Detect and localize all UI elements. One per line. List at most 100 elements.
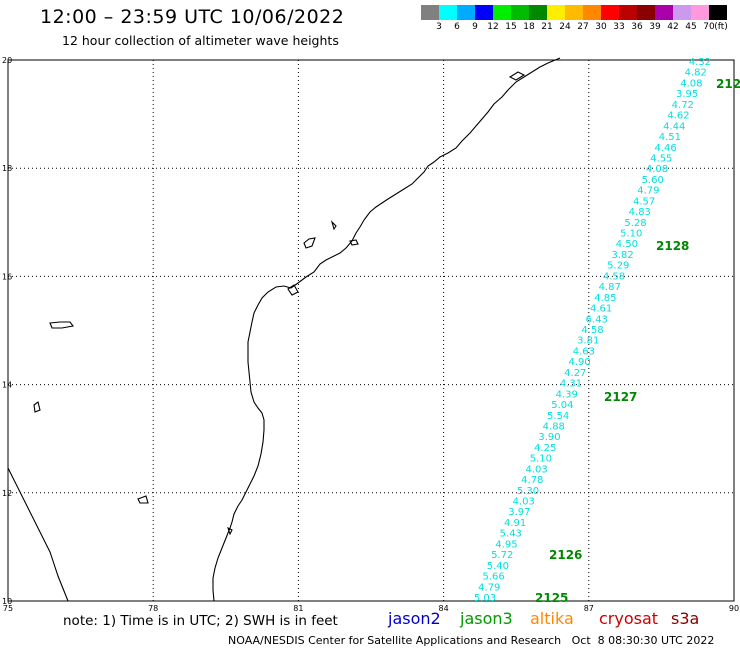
island-6 [137, 495, 149, 504]
track-value: 5.54 [547, 411, 569, 422]
track-value: 6.43 [586, 314, 608, 325]
legend-label: 33 [613, 22, 625, 32]
page-subtitle: 12 hour collection of altimeter wave hei… [62, 33, 339, 48]
coastline [7, 57, 561, 602]
legend-swatch [511, 5, 529, 20]
legend-swatch [475, 5, 493, 20]
legend-swatch [655, 5, 673, 20]
track-value: 4.82 [685, 68, 707, 79]
y-tick-label: 10 [2, 597, 12, 606]
track-value: 4.90 [568, 357, 590, 368]
track-value: 4.03 [513, 497, 535, 508]
legend-label: 18 [523, 22, 535, 32]
y-axis-ticks: 10 12 14 16 18 20 [2, 56, 12, 606]
track-value: 5.43 [500, 529, 522, 540]
track-value: 3.95 [676, 89, 698, 100]
coastline-main [212, 57, 561, 602]
satellite-label: s3a [671, 609, 700, 628]
track-value: 5.40 [487, 561, 509, 572]
track-value: 4.50 [616, 239, 638, 250]
legend-label: 30 [595, 22, 607, 32]
legend-label: 15 [505, 22, 517, 32]
map-frame [7, 59, 735, 602]
track-value: 4.25 [534, 443, 556, 454]
legend-label: 12 [487, 22, 499, 32]
track-value: 5.10 [530, 454, 552, 465]
coastline-west [7, 467, 69, 602]
island-9 [227, 526, 233, 536]
satellite-label: altika [530, 609, 574, 628]
legend-swatch [421, 5, 439, 20]
legend-swatch [565, 5, 583, 20]
track-value: 4.27 [564, 368, 586, 379]
satellite-label: jason3 [460, 609, 513, 628]
y-tick-label: 16 [2, 272, 12, 281]
island-3 [330, 220, 337, 231]
legend-label: (ft) [714, 22, 728, 32]
track-value: 4.39 [556, 389, 578, 400]
track-value: 5.10 [620, 229, 642, 240]
legend-label: 45 [685, 22, 697, 32]
track-value: 5.66 [482, 572, 504, 583]
track-value: 4.08 [646, 164, 668, 175]
island-5 [33, 401, 41, 413]
track-value: 4.62 [667, 111, 689, 122]
altimeter-track: 4.324.824.083.954.724.624.444.514.464.55… [474, 57, 711, 604]
time-label: 2127 [604, 390, 637, 404]
island-2 [303, 237, 316, 249]
y-tick-label: 14 [2, 381, 12, 390]
legend-swatch [619, 5, 637, 20]
track-value: 4.72 [672, 100, 694, 111]
color-legend [421, 5, 727, 20]
track-value: 5.29 [607, 261, 629, 272]
legend-label: 39 [649, 22, 661, 32]
y-tick-label: 20 [2, 56, 12, 65]
track-value: 4.57 [633, 196, 655, 207]
grid-lines [8, 60, 734, 601]
track-value: 4.95 [495, 539, 517, 550]
x-tick-label: 90 [729, 604, 739, 613]
time-label: 2125 [535, 591, 568, 605]
legend-swatch [691, 5, 709, 20]
track-value: 4.03 [525, 464, 547, 475]
x-axis-ticks: 75 78 81 84 87 90 [3, 604, 739, 613]
track-value: 5.28 [624, 218, 646, 229]
track-value: 4.88 [543, 421, 565, 432]
legend-swatch [457, 5, 475, 20]
legend-label: 42 [667, 22, 679, 32]
track-value: 4.83 [629, 207, 651, 218]
track-value: 4.44 [663, 121, 685, 132]
time-label: 212 [716, 77, 740, 91]
legend-label: 70 [703, 22, 715, 32]
track-value: 4.51 [659, 132, 681, 143]
legend-label: 6 [454, 22, 460, 32]
x-tick-label: 84 [439, 604, 449, 613]
legend-label: 3 [436, 22, 442, 32]
track-value: 4.61 [590, 304, 612, 315]
x-tick-label: 75 [3, 604, 13, 613]
track-value: 5.72 [491, 550, 513, 561]
track-value: 4.58 [581, 325, 603, 336]
track-value: 5.60 [642, 175, 664, 186]
x-tick-label: 81 [293, 604, 303, 613]
island-8 [508, 71, 526, 81]
track-value: 3.97 [508, 507, 530, 518]
footer-credit: NOAA/NESDIS Center for Satellite Applica… [228, 634, 715, 647]
track-value: 4.08 [680, 78, 702, 89]
legend-swatch [673, 5, 691, 20]
x-tick-label: 87 [584, 604, 594, 613]
legend-swatch [547, 5, 565, 20]
track-value: 4.91 [504, 518, 526, 529]
legend-label: 24 [559, 22, 571, 32]
track-value: 4.63 [573, 346, 595, 357]
y-tick-label: 18 [2, 164, 12, 173]
track-value: 3.82 [611, 250, 633, 261]
footer-note: note: 1) Time is in UTC; 2) SWH is in fe… [63, 613, 338, 629]
track-value: 4.79 [478, 582, 500, 593]
legend-label: 36 [631, 22, 643, 32]
track-value: 4.78 [521, 475, 543, 486]
island-4 [287, 284, 299, 296]
track-value: 4.46 [654, 143, 676, 154]
track-value: 5.04 [551, 400, 573, 411]
